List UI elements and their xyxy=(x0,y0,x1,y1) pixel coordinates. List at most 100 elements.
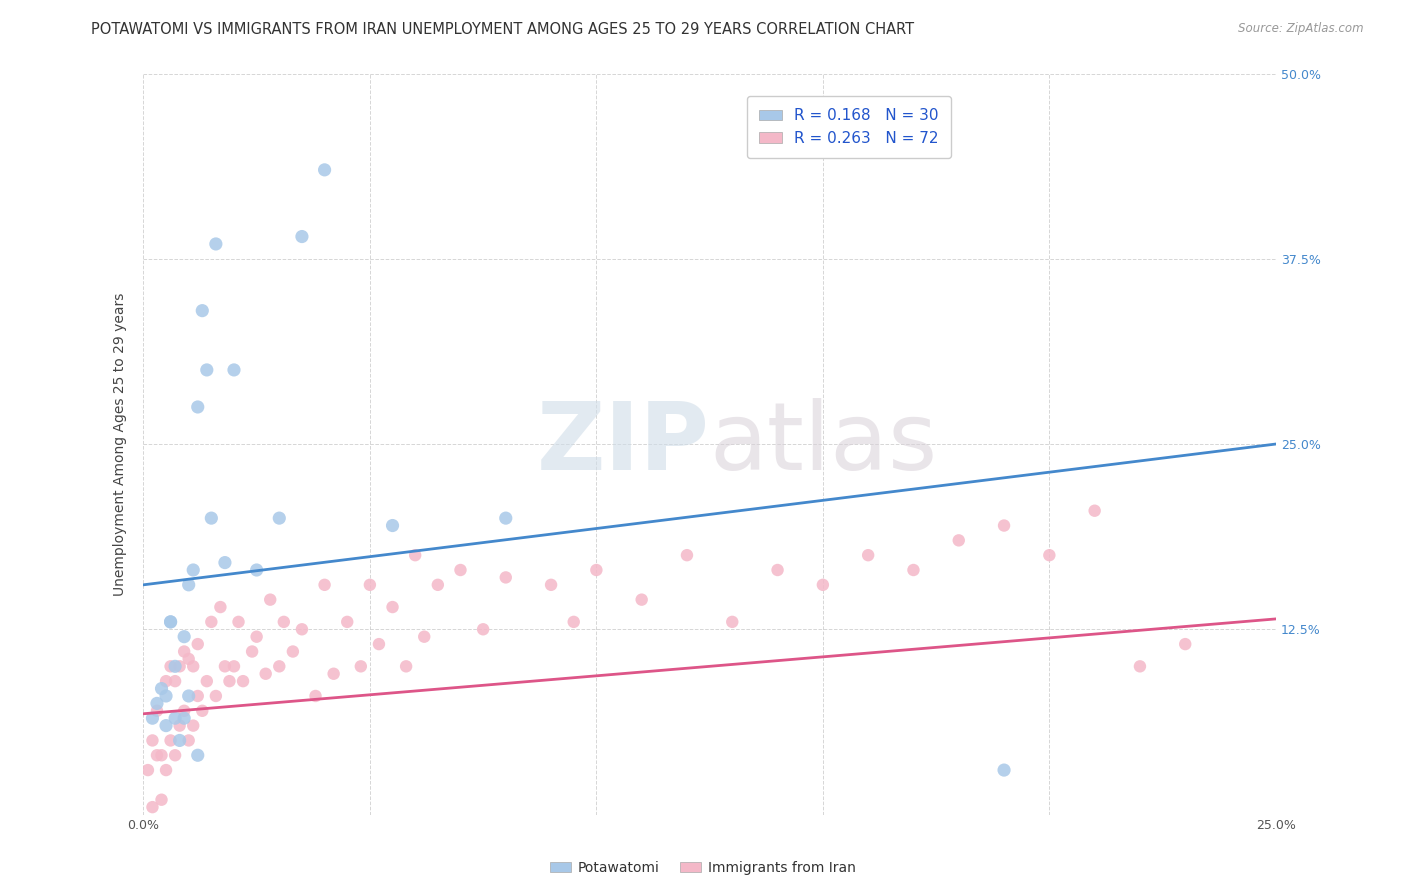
Point xyxy=(630,592,652,607)
Point xyxy=(165,748,187,763)
Point xyxy=(177,689,200,703)
Point xyxy=(146,704,169,718)
Point xyxy=(314,578,336,592)
Point xyxy=(181,659,204,673)
Point xyxy=(450,563,472,577)
Point xyxy=(222,363,245,377)
Point xyxy=(169,733,191,747)
Point xyxy=(562,615,585,629)
Point xyxy=(209,600,232,615)
Point xyxy=(159,659,181,673)
Point xyxy=(413,630,436,644)
Legend: Potawatomi, Immigrants from Iran: Potawatomi, Immigrants from Iran xyxy=(544,855,862,880)
Point xyxy=(404,548,426,562)
Point xyxy=(191,303,214,318)
Point xyxy=(173,704,195,718)
Point xyxy=(381,518,404,533)
Point xyxy=(200,615,222,629)
Point xyxy=(540,578,562,592)
Point xyxy=(856,548,879,562)
Point xyxy=(222,659,245,673)
Point xyxy=(141,800,163,814)
Point xyxy=(187,689,209,703)
Point xyxy=(177,733,200,747)
Point xyxy=(169,718,191,732)
Point xyxy=(214,659,236,673)
Point xyxy=(993,763,1015,777)
Point xyxy=(165,711,187,725)
Point xyxy=(146,748,169,763)
Point xyxy=(136,763,159,777)
Point xyxy=(146,697,169,711)
Point xyxy=(676,548,699,562)
Text: Source: ZipAtlas.com: Source: ZipAtlas.com xyxy=(1239,22,1364,36)
Point xyxy=(155,689,177,703)
Point xyxy=(200,511,222,525)
Point xyxy=(195,674,218,689)
Point xyxy=(350,659,373,673)
Point xyxy=(903,563,925,577)
Point xyxy=(426,578,449,592)
Point xyxy=(721,615,744,629)
Point xyxy=(1084,504,1107,518)
Point xyxy=(155,674,177,689)
Point xyxy=(811,578,834,592)
Point xyxy=(141,711,163,725)
Point xyxy=(766,563,789,577)
Point xyxy=(165,674,187,689)
Point xyxy=(395,659,418,673)
Point xyxy=(291,622,314,636)
Point xyxy=(304,689,326,703)
Point xyxy=(993,518,1015,533)
Point xyxy=(381,600,404,615)
Point xyxy=(169,659,191,673)
Point xyxy=(314,162,336,177)
Point xyxy=(495,511,517,525)
Point xyxy=(495,570,517,584)
Point xyxy=(187,637,209,651)
Point xyxy=(359,578,381,592)
Point xyxy=(150,793,173,807)
Point xyxy=(159,615,181,629)
Point xyxy=(150,748,173,763)
Point xyxy=(246,630,269,644)
Point xyxy=(159,733,181,747)
Text: ZIP: ZIP xyxy=(537,398,710,490)
Point xyxy=(173,630,195,644)
Point xyxy=(232,674,254,689)
Text: atlas: atlas xyxy=(710,398,938,490)
Point xyxy=(177,578,200,592)
Point xyxy=(254,666,277,681)
Point xyxy=(336,615,359,629)
Point xyxy=(214,556,236,570)
Point xyxy=(191,704,214,718)
Point xyxy=(948,533,970,548)
Point xyxy=(585,563,607,577)
Point xyxy=(187,748,209,763)
Point xyxy=(181,563,204,577)
Point xyxy=(165,659,187,673)
Point xyxy=(1038,548,1060,562)
Point xyxy=(472,622,495,636)
Y-axis label: Unemployment Among Ages 25 to 29 years: Unemployment Among Ages 25 to 29 years xyxy=(114,293,128,596)
Point xyxy=(173,711,195,725)
Point xyxy=(173,644,195,658)
Point xyxy=(368,637,391,651)
Point xyxy=(181,718,204,732)
Point xyxy=(155,718,177,732)
Point xyxy=(228,615,250,629)
Point xyxy=(1129,659,1152,673)
Point xyxy=(269,511,291,525)
Point xyxy=(259,592,281,607)
Legend: R = 0.168   N = 30, R = 0.263   N = 72: R = 0.168 N = 30, R = 0.263 N = 72 xyxy=(747,96,950,158)
Point xyxy=(218,674,240,689)
Point xyxy=(187,400,209,414)
Point xyxy=(205,236,228,251)
Point xyxy=(155,763,177,777)
Point xyxy=(291,229,314,244)
Point xyxy=(205,689,228,703)
Point xyxy=(141,733,163,747)
Point xyxy=(195,363,218,377)
Point xyxy=(322,666,344,681)
Point xyxy=(269,659,291,673)
